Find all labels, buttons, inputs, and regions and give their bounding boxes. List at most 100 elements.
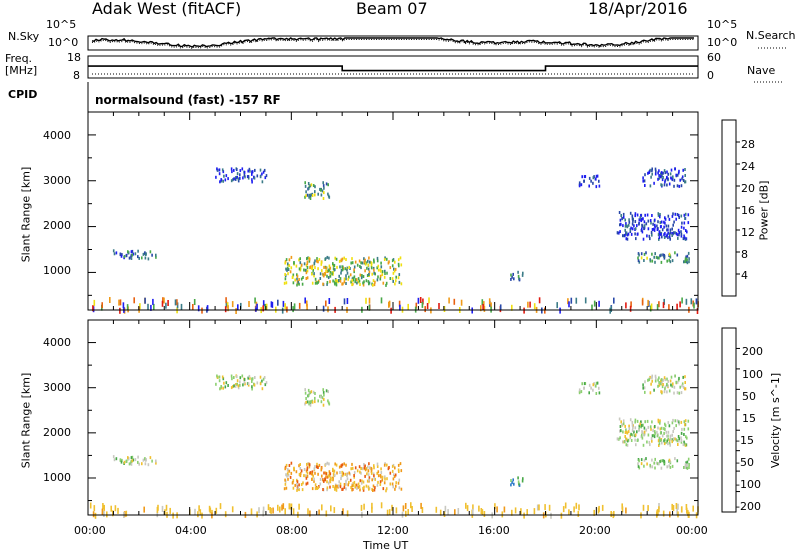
data-cell	[629, 211, 632, 215]
data-cell	[287, 468, 289, 472]
data-cell	[351, 488, 353, 492]
data-cell	[293, 467, 295, 471]
data-cell	[636, 224, 638, 228]
data-cell	[218, 172, 221, 176]
data-cell	[643, 433, 645, 437]
data-cell	[632, 219, 634, 223]
data-cell	[522, 271, 524, 275]
data-cell	[678, 216, 680, 219]
data-cell	[230, 386, 233, 390]
data-cell	[682, 237, 685, 241]
data-cell	[426, 303, 429, 309]
data-cell	[299, 266, 302, 270]
data-cell	[356, 281, 358, 285]
xtick-1200: 12:00	[377, 524, 409, 537]
data-cell	[610, 511, 612, 517]
data-cell	[358, 259, 361, 263]
data-cell	[670, 375, 673, 379]
data-cell	[300, 263, 303, 267]
data-cell	[265, 174, 268, 178]
data-cell	[296, 274, 299, 278]
data-cell	[395, 507, 398, 514]
data-cell	[395, 279, 397, 283]
data-cell	[239, 169, 242, 173]
data-cell	[644, 390, 646, 394]
data-cell	[287, 473, 290, 477]
data-cell	[570, 297, 573, 304]
data-cell	[363, 257, 365, 261]
data-cell	[685, 504, 688, 510]
data-cell	[311, 400, 314, 404]
data-cell	[341, 463, 344, 467]
data-cell	[328, 462, 330, 466]
data-cell	[676, 213, 679, 216]
data-cell	[343, 280, 346, 284]
data-cell	[388, 509, 391, 516]
data-cell	[596, 174, 599, 178]
data-cell	[523, 512, 525, 519]
data-cell	[676, 508, 678, 515]
data-cell	[661, 385, 664, 389]
data-cell	[283, 487, 286, 491]
data-cell	[676, 303, 678, 310]
data-cell	[685, 461, 687, 465]
data-cell	[311, 470, 314, 474]
data-cell	[314, 396, 316, 400]
data-cell	[392, 271, 395, 275]
data-cell	[411, 506, 413, 512]
data-cell	[681, 297, 683, 304]
data-cell	[643, 179, 646, 183]
data-cell	[317, 280, 319, 284]
data-cell	[387, 467, 390, 471]
data-cell	[288, 469, 291, 473]
data-cell	[636, 232, 639, 236]
data-cell	[312, 184, 315, 187]
data-cell	[655, 461, 658, 465]
data-cell	[306, 276, 309, 280]
data-cell	[650, 303, 653, 310]
power-cbar-label: Power [dB]	[757, 180, 771, 241]
data-cell	[681, 382, 684, 386]
data-cell	[684, 381, 686, 384]
data-cell	[650, 382, 652, 386]
data-cell	[327, 481, 330, 485]
data-cell	[345, 482, 347, 486]
data-cell	[369, 260, 371, 264]
data-cell	[292, 508, 295, 515]
data-cell	[682, 375, 684, 379]
data-cell	[118, 299, 120, 306]
data-cell	[675, 232, 678, 236]
data-cell	[648, 440, 651, 444]
data-cell	[224, 306, 227, 313]
data-cell	[251, 178, 253, 182]
data-cell	[361, 274, 363, 277]
data-cell	[324, 272, 326, 275]
data-cell	[349, 478, 352, 482]
data-cell	[384, 256, 386, 260]
data-cell	[630, 226, 632, 230]
data-cell	[357, 277, 360, 281]
data-cell	[621, 506, 624, 513]
data-cell	[598, 300, 600, 307]
data-cell	[619, 218, 622, 222]
data-cell	[518, 276, 520, 280]
data-cell	[613, 297, 615, 304]
data-cell	[661, 441, 663, 445]
data-cell	[251, 385, 253, 389]
date-title: 18/Apr/2016	[588, 0, 688, 18]
data-cell	[261, 180, 264, 184]
power-ytick-2000: 2000	[43, 219, 71, 232]
data-cell	[665, 234, 668, 238]
data-cell	[616, 231, 619, 235]
data-cell	[305, 271, 308, 275]
data-cell	[483, 305, 486, 312]
data-cell	[313, 272, 315, 276]
data-cell	[630, 232, 633, 236]
data-cell	[588, 184, 590, 188]
data-cell	[379, 483, 382, 486]
data-cell	[254, 168, 256, 172]
data-cell	[677, 503, 679, 510]
data-cell	[577, 510, 580, 517]
data-cell	[662, 302, 665, 309]
data-cell	[313, 479, 315, 483]
